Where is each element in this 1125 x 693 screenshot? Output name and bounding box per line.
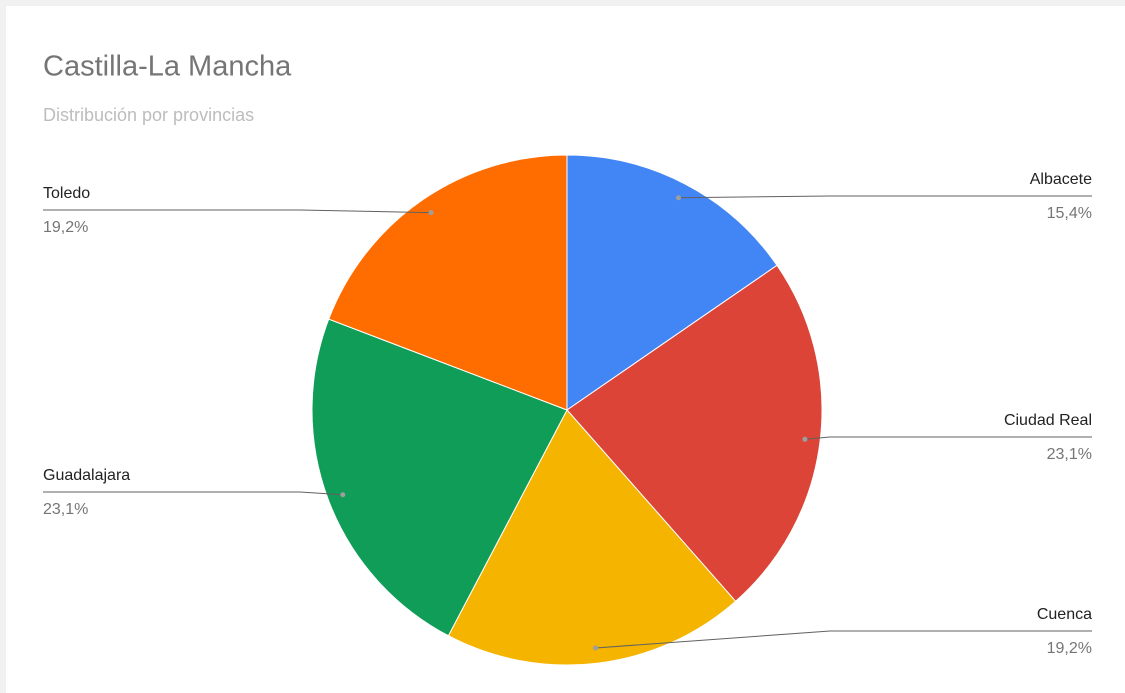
leader-dot [593,645,599,651]
pie-slice [447,409,737,666]
slice-label: Ciudad Real [1004,412,1092,429]
leader-dot [428,210,434,216]
pie-slice [328,154,568,411]
slice-label: Cuenca [1037,606,1092,623]
pie-slice [311,318,568,637]
leader-line [595,630,1092,649]
slice-value-label: 23,1% [1047,446,1092,463]
slice-value-label: 19,2% [1047,640,1092,657]
slice-value-label: 19,2% [43,219,88,236]
pie-slice [566,264,823,602]
leader-line [43,491,343,496]
leader-line [678,195,1092,199]
leader-line [43,209,432,214]
chart-title: Castilla-La Mancha [43,51,292,83]
slice-value-label: 15,4% [1047,205,1092,222]
leader-dot [802,436,808,442]
slice-value-label: 23,1% [43,501,88,518]
leader-line [804,436,1092,440]
leader-dot [340,492,346,498]
leader-dot [675,195,681,201]
slice-label: Toledo [43,185,90,202]
chart-subtitle: Distribución por provincias [43,105,254,125]
slice-label: Albacete [1030,171,1092,188]
pie-slice [566,154,778,411]
slice-label: Guadalajara [43,467,130,484]
